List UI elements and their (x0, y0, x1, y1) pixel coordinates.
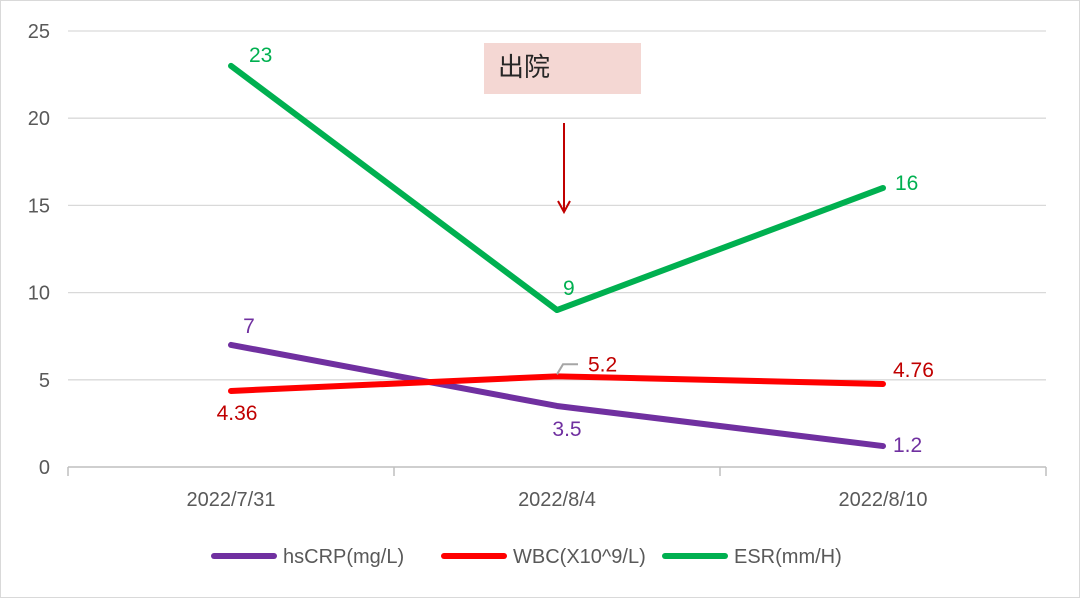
gridlines (68, 30, 1046, 381)
data-label-esr-mm-h-0: 23 (249, 44, 272, 67)
legend-label-wbc-x10-9-l: WBC(X10^9/L) (513, 546, 646, 568)
y-tick-label-0: 0 (39, 457, 50, 479)
x-tick-label-2022-8-4: 2022/8/4 (518, 489, 596, 511)
data-label-hscrp-mg-l-2: 1.2 (893, 434, 922, 457)
x-axis (67, 466, 1047, 476)
data-label-esr-mm-h-2: 16 (895, 172, 918, 195)
legend-label-hscrp-mg-l: hsCRP(mg/L) (283, 546, 404, 568)
annotation-arrow (557, 123, 571, 215)
data-label-hscrp-mg-l-0: 7 (243, 315, 255, 338)
x-axis-tick-labels: 2022/7/31 2022/8/4 2022/8/10 (187, 489, 928, 511)
discharge-annotation: 出院 (484, 43, 641, 94)
data-label-esr-mm-h-1: 9 (563, 277, 575, 300)
legend-label-esr-mm-h: ESR(mm/H) (734, 546, 842, 568)
y-tick-label-25: 25 (28, 21, 50, 43)
data-label-wbc-x10-9-l-1: 5.2 (588, 353, 617, 376)
data-labels: 7 3.5 1.2 4.36 5.2 4.76 23 9 16 (217, 44, 934, 457)
y-tick-label-5: 5 (39, 370, 50, 392)
y-tick-label-20: 20 (28, 108, 50, 130)
annotation-arrow-head (557, 200, 571, 215)
series-lines (228, 62, 886, 450)
series-line-hscrp-mg-l (228, 341, 886, 450)
data-label-leader-wbc-1 (556, 363, 578, 375)
data-label-wbc-x10-9-l-2: 4.76 (893, 359, 934, 382)
data-label-wbc-x10-9-l-0: 4.36 (217, 402, 258, 425)
data-label-hscrp-mg-l-1: 3.5 (552, 418, 581, 441)
series-line-wbc-x10-9-l (228, 373, 886, 394)
y-tick-label-15: 15 (28, 195, 50, 217)
y-tick-label-10: 10 (28, 283, 50, 305)
series-line-esr-mm-h (228, 62, 886, 314)
x-tick-label-2022-7-31: 2022/7/31 (187, 489, 276, 511)
y-axis-tick-labels: 0 5 10 15 20 25 (28, 21, 50, 479)
x-tick-label-2022-8-10: 2022/8/10 (839, 489, 928, 511)
legend: hsCRP(mg/L) WBC(X10^9/L) ESR(mm/H) (211, 546, 842, 568)
